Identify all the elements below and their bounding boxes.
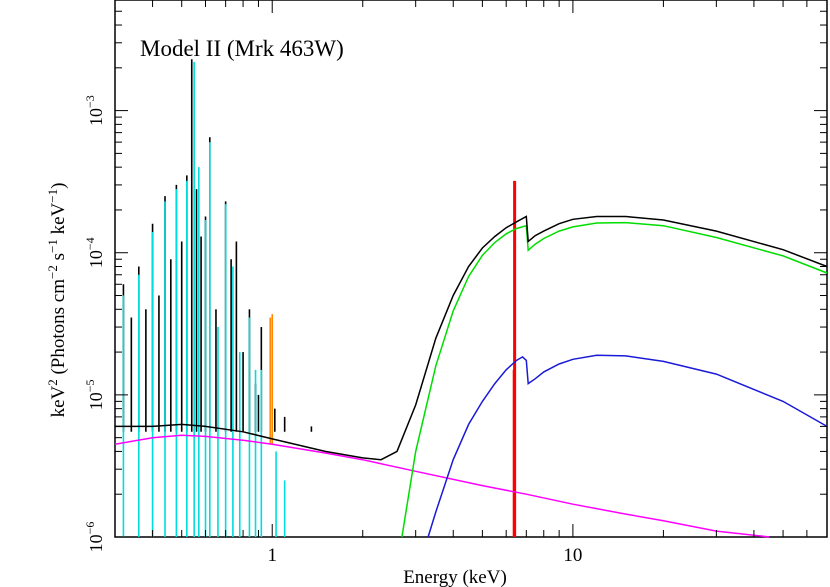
x-axis-label: Energy (keV) <box>403 567 507 587</box>
y-tick-label: 10−5 <box>83 380 106 411</box>
series-absorbed-primary-power-law <box>401 221 828 538</box>
axis-ticks: 1 10 10−6 10−5 10−4 10−3 <box>83 0 828 566</box>
y-tick-label: 10−6 <box>83 522 106 553</box>
series-total-model <box>115 215 828 461</box>
y-tick-label: 10−3 <box>83 95 106 126</box>
chart-title: Model II (Mrk 463W) <box>140 36 344 61</box>
series-reflection-continuum <box>427 354 828 538</box>
x-tick-label: 10 <box>563 545 582 566</box>
y-axis-label: keV2 (Photons cm−2 s−1 keV−1) <box>45 183 69 418</box>
series-scattered-power-law <box>114 434 770 538</box>
plot-frame <box>114 0 828 538</box>
y-tick-label: 10−4 <box>83 237 106 268</box>
x-tick-label: 1 <box>267 545 277 566</box>
series-layer <box>114 59 828 538</box>
